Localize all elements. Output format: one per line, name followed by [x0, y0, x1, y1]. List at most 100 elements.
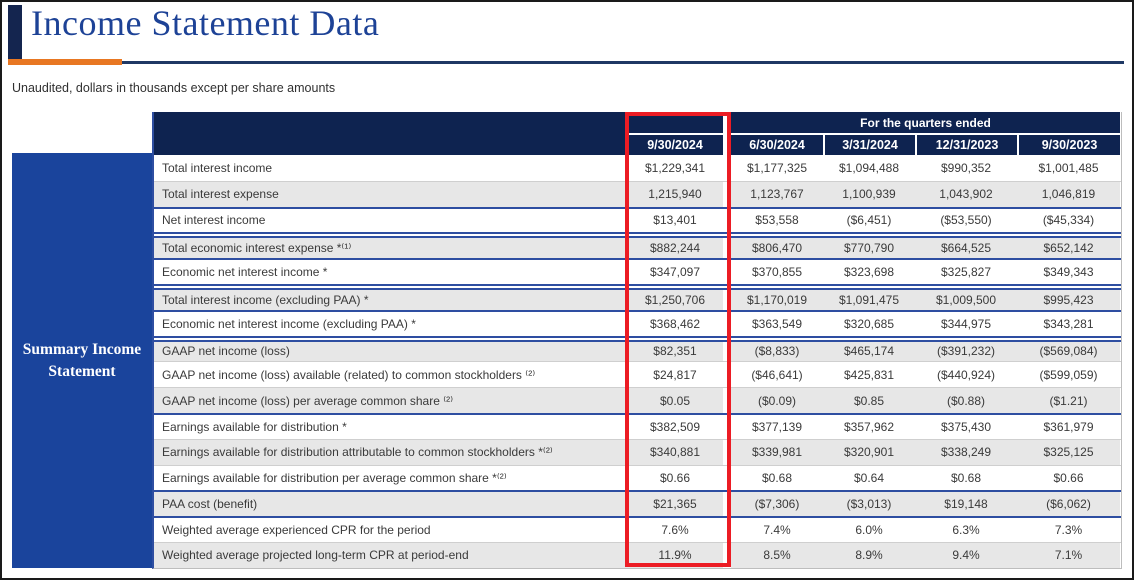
cell-value: 1,123,767	[731, 181, 823, 207]
column-gap	[723, 133, 731, 155]
cell-value: $368,462	[649, 316, 701, 331]
column-gap	[723, 542, 731, 568]
row-label: Total interest income	[162, 160, 273, 175]
cell-value: $82,351	[627, 341, 723, 362]
cell-value: $382,509	[649, 419, 701, 434]
table-row: GAAP net income (loss) per average commo…	[154, 387, 1121, 413]
cell-value: ($53,550)	[940, 213, 992, 228]
cell-value: $806,470	[731, 238, 823, 259]
cell-value: $344,975	[940, 316, 992, 331]
column-gap	[723, 208, 731, 233]
cell-value: $1,250,706	[627, 289, 723, 310]
cell-value: $320,685	[843, 316, 895, 331]
row-label: GAAP net income (loss) per average commo…	[154, 388, 627, 413]
table-body: Total interest income $1,229,341 $1,177,32…	[154, 155, 1121, 568]
table-row: Net interest income $13,401 $53,558 ($6,451…	[154, 206, 1121, 233]
cell-value: $338,249	[915, 439, 1017, 465]
row-label: Earnings available for distribution per …	[162, 470, 507, 485]
cell-value: $770,790	[823, 238, 915, 259]
column-gap	[723, 311, 731, 336]
cell-value: $0.85	[823, 388, 915, 413]
table-row: Total interest income (excluding PAA) * $…	[154, 283, 1121, 310]
column-gap	[723, 518, 731, 542]
title-underline-orange	[8, 59, 122, 65]
cell-value: $425,831	[843, 367, 895, 382]
cell-value: $21,365	[627, 492, 723, 517]
row-label: Total interest expense	[154, 181, 627, 207]
cell-value: ($46,641)	[751, 367, 803, 382]
column-gap	[723, 492, 731, 517]
cell-value: $370,855	[751, 265, 803, 280]
cell-value: $323,698	[843, 265, 895, 280]
column-gap	[723, 362, 731, 388]
column-header-2: 6/30/2024	[731, 133, 823, 155]
column-gap	[723, 289, 731, 310]
cell-value: $882,244	[627, 238, 723, 259]
table-row: GAAP net income (loss) available (relate…	[154, 361, 1121, 388]
cell-value: $1,001,485	[1038, 160, 1099, 175]
cell-value: $340,881	[627, 439, 723, 465]
cell-value: $349,343	[1043, 265, 1094, 280]
table-row: Economic net interest income (excluding …	[154, 309, 1121, 336]
header-blank-cell	[154, 133, 627, 155]
row-label: PAA cost (benefit)	[154, 492, 627, 517]
column-gap	[723, 439, 731, 465]
cell-value: $0.68	[950, 470, 982, 485]
table-row: Earnings available for distribution * $38…	[154, 412, 1121, 439]
table-row: Total interest expense 1,215,940 1,123,767…	[154, 180, 1121, 207]
page-title: Income Statement Data	[31, 3, 380, 43]
subtitle-note: Unaudited, dollars in thousands except p…	[12, 81, 336, 95]
table-header-dates-row: 9/30/2024 6/30/2024 3/31/2024 12/31/2023…	[154, 133, 1121, 155]
row-label: GAAP net income (loss)	[154, 341, 627, 362]
cell-value: $375,430	[940, 419, 992, 434]
column-gap	[723, 414, 731, 439]
cell-value: $0.64	[853, 470, 885, 485]
table-row: PAA cost (benefit) $21,365 ($7,306) ($3,013…	[154, 490, 1121, 517]
cell-value: $19,148	[915, 492, 1017, 517]
cell-value: 1,046,819	[1017, 181, 1120, 207]
row-label: GAAP net income (loss) available (relate…	[162, 367, 536, 382]
cell-value: $1,170,019	[731, 289, 823, 310]
column-header-4: 12/31/2023	[915, 133, 1017, 155]
column-header-3: 3/31/2024	[823, 133, 915, 155]
cell-value: 1,043,902	[915, 181, 1017, 207]
row-label: Earnings available for distribution *	[162, 419, 347, 434]
cell-value: $377,139	[751, 419, 803, 434]
cell-value: 7.4%	[763, 523, 791, 538]
cell-value: $664,525	[915, 238, 1017, 259]
cell-value: $0.68	[761, 470, 793, 485]
header-blank-cell	[154, 112, 723, 133]
cell-value: $465,174	[823, 341, 915, 362]
column-header-5: 9/30/2023	[1017, 133, 1120, 155]
title-accent-bar	[8, 5, 22, 59]
cell-value: 9.4%	[915, 542, 1017, 568]
row-label: Weighted average experienced CPR for the…	[162, 523, 431, 538]
table-row: Weighted average experienced CPR for the…	[154, 516, 1121, 542]
cell-value: ($440,924)	[936, 367, 996, 382]
table-row: Weighted average projected long-term CPR…	[154, 541, 1121, 568]
cell-value: $1,177,325	[746, 160, 808, 175]
column-gap	[723, 260, 731, 284]
cell-value: ($569,084)	[1017, 341, 1120, 362]
column-gap	[723, 181, 731, 207]
row-label: Total economic interest expense *⁽¹⁾	[154, 238, 627, 259]
cell-value: 8.9%	[823, 542, 915, 568]
cell-value: ($0.88)	[915, 388, 1017, 413]
cell-value: $53,558	[755, 213, 799, 228]
cell-value: 11.9%	[627, 542, 723, 568]
row-label: Economic net interest income *	[162, 265, 328, 280]
column-gap	[723, 465, 731, 491]
cell-value: $1,091,475	[823, 289, 915, 310]
cell-value: $652,142	[1017, 238, 1120, 259]
table-row: Total economic interest expense *⁽¹⁾ $882…	[154, 232, 1121, 259]
cell-value: ($6,451)	[846, 213, 892, 228]
cell-value: $325,827	[940, 265, 992, 280]
cell-value: ($45,334)	[1042, 213, 1095, 228]
cell-value: ($0.09)	[731, 388, 823, 413]
table-row: Total interest income $1,229,341 $1,177,32…	[154, 155, 1121, 181]
title-underline-navy	[122, 61, 1124, 64]
cell-value: ($599,059)	[1039, 367, 1098, 382]
cell-value: ($1.21)	[1017, 388, 1120, 413]
table-row: GAAP net income (loss) $82,351 ($8,833) $46…	[154, 335, 1121, 362]
cell-value: $347,097	[649, 265, 701, 280]
